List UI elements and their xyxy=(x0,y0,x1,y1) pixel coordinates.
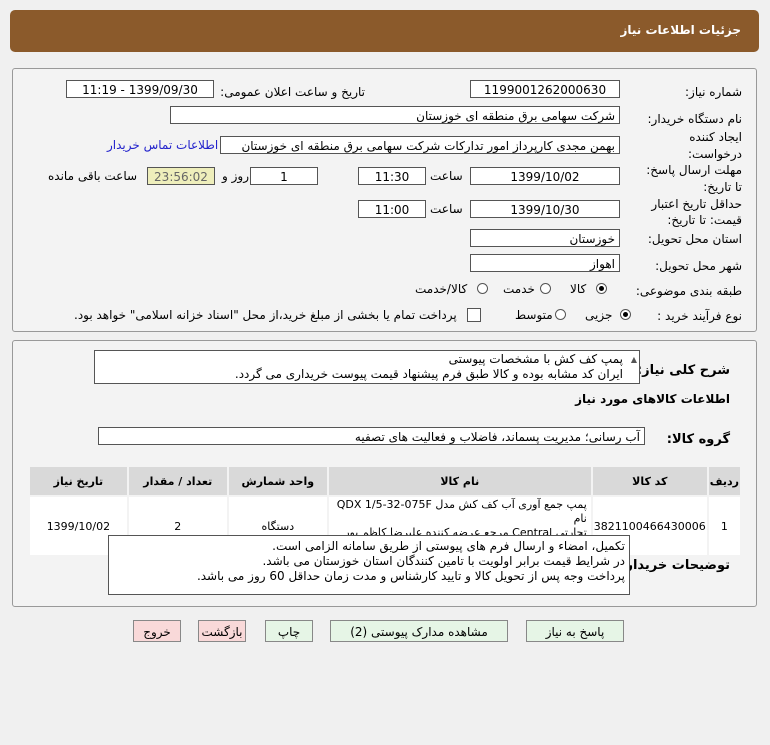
col-unit: واحد شمارش xyxy=(226,465,329,497)
goods-table: ردیف کد کالا نام کالا واحد شمارش تعداد /… xyxy=(28,465,743,557)
col-name: نام کالا xyxy=(326,465,593,497)
deadline-date-field: 1399/10/02 xyxy=(470,167,620,185)
validity-label: حداقل تاریخ اعتبار xyxy=(651,197,742,211)
validity-label-2: قیمت: تا تاریخ: xyxy=(667,213,742,227)
view-attachments-button[interactable]: مشاهده مدارک پیوستی (2) xyxy=(330,620,508,642)
deadline-time-label: ساعت xyxy=(430,169,463,183)
cell-index: 1 xyxy=(706,495,743,557)
category-radio-service[interactable] xyxy=(540,283,551,294)
category-radio-both[interactable] xyxy=(477,283,488,294)
col-code: کد کالا xyxy=(590,465,709,497)
buyer-notes-label: توضیحات خریدار: xyxy=(620,558,730,573)
table-header-row: ردیف کد کالا نام کالا واحد شمارش تعداد /… xyxy=(28,465,743,497)
city-field: اهواز xyxy=(470,254,620,272)
validity-time-label: ساعت xyxy=(430,202,463,216)
col-index: ردیف xyxy=(706,465,743,497)
need-number-label: شماره نیاز: xyxy=(685,85,742,99)
goods-group-label: گروه کالا: xyxy=(666,432,730,447)
days-label: روز و xyxy=(222,169,249,183)
contact-buyer-link[interactable]: اطلاعات تماس خریدار xyxy=(107,138,219,152)
page-title: جزئیات اطلاعات نیاز xyxy=(620,23,741,37)
table-row: 1 3821100466430006 پمپ جمع آوری آب کف کش… xyxy=(28,495,743,557)
category-option-both: کالا/خدمت xyxy=(415,282,468,296)
creator-label: ایجاد کننده xyxy=(689,130,742,144)
page-header: جزئیات اطلاعات نیاز xyxy=(10,10,759,52)
process-radio-minor[interactable] xyxy=(620,309,631,320)
description-line-2: ایران کد مشابه بوده و کالا طبق فرم پیشنه… xyxy=(234,367,623,381)
announce-label: تاریخ و ساعت اعلان عمومی: xyxy=(220,85,365,99)
category-label: طبقه بندی موضوعی: xyxy=(635,284,742,298)
remaining-time: 23:56:02 xyxy=(147,167,215,185)
process-option-medium: متوسط xyxy=(515,308,553,322)
province-field: خوزستان xyxy=(470,229,620,247)
validity-date-field: 1399/10/30 xyxy=(470,200,620,218)
deadline-time-field: 11:30 xyxy=(358,167,426,185)
goods-section-title: اطلاعات کالاهای مورد نیاز xyxy=(575,392,730,406)
province-label: استان محل تحویل: xyxy=(647,232,742,246)
col-qty: تعداد / مقدار xyxy=(126,465,229,497)
scrollbar-arrows-icon[interactable]: ▲ xyxy=(630,355,637,364)
description-line-1: پمپ کف کش با مشخصات پیوستی xyxy=(448,352,623,366)
back-button[interactable]: بازگشت xyxy=(198,620,246,642)
need-number-field: 1199001262000630 xyxy=(470,80,620,98)
col-date: تاریخ نیاز xyxy=(28,465,129,497)
category-option-goods: کالا xyxy=(570,282,587,296)
days-field: 1 xyxy=(250,167,318,185)
description-label: شرح کلی نیاز: xyxy=(636,363,730,378)
cell-name-line-1: پمپ جمع آوری آب کف کش مدل QDX 1/5-32-075… xyxy=(336,498,587,525)
remaining-label: ساعت باقی مانده xyxy=(48,169,138,183)
city-label: شهر محل تحویل: xyxy=(655,259,742,273)
reply-button[interactable]: پاسخ به نیاز xyxy=(526,620,624,642)
process-label: نوع فرآیند خرید : xyxy=(657,309,742,323)
category-radio-goods[interactable] xyxy=(596,283,607,294)
validity-time-field: 11:00 xyxy=(358,200,426,218)
goods-group-field: آب رسانی؛ مدیریت پسماند، فاضلاب و فعالیت… xyxy=(98,427,645,445)
announce-field: 1399/09/30 - 11:19 xyxy=(66,80,214,98)
deadline-label: مهلت ارسال پاسخ: xyxy=(646,163,742,177)
buyer-label: نام دستگاه خریدار: xyxy=(647,112,743,126)
process-radio-medium[interactable] xyxy=(555,309,566,320)
notes-line-2: در شرایط قیمت برابر اولویت با تامین کنند… xyxy=(262,554,625,568)
exit-button[interactable]: خروج xyxy=(133,620,181,642)
buyer-field: شرکت سهامی برق منطقه ای خوزستان xyxy=(170,106,620,124)
buyer-notes-box: تکمیل، امضاء و ارسال فرم های پیوستی از ط… xyxy=(108,535,630,595)
treasury-payment-checkbox[interactable] xyxy=(467,308,481,322)
notes-line-1: تکمیل، امضاء و ارسال فرم های پیوستی از ط… xyxy=(272,539,625,553)
cell-date: 1399/10/02 xyxy=(28,495,129,557)
creator-field: بهمن مجدی کارپرداز امور تدارکات شرکت سها… xyxy=(220,136,620,154)
deadline-label-2: تا تاریخ: xyxy=(703,180,742,194)
creator-label-2: درخواست: xyxy=(688,147,742,161)
payment-note: پرداخت تمام یا بخشی از مبلغ خرید،از محل … xyxy=(74,308,457,322)
notes-line-3: پرداخت وجه پس از تحویل کالا و تایید کارش… xyxy=(196,569,625,583)
process-option-minor: جزیی xyxy=(585,308,613,322)
description-textarea[interactable]: پمپ کف کش با مشخصات پیوستی ایران کد مشاب… xyxy=(94,350,640,384)
category-option-service: خدمت xyxy=(503,282,535,296)
print-button[interactable]: چاپ xyxy=(265,620,313,642)
